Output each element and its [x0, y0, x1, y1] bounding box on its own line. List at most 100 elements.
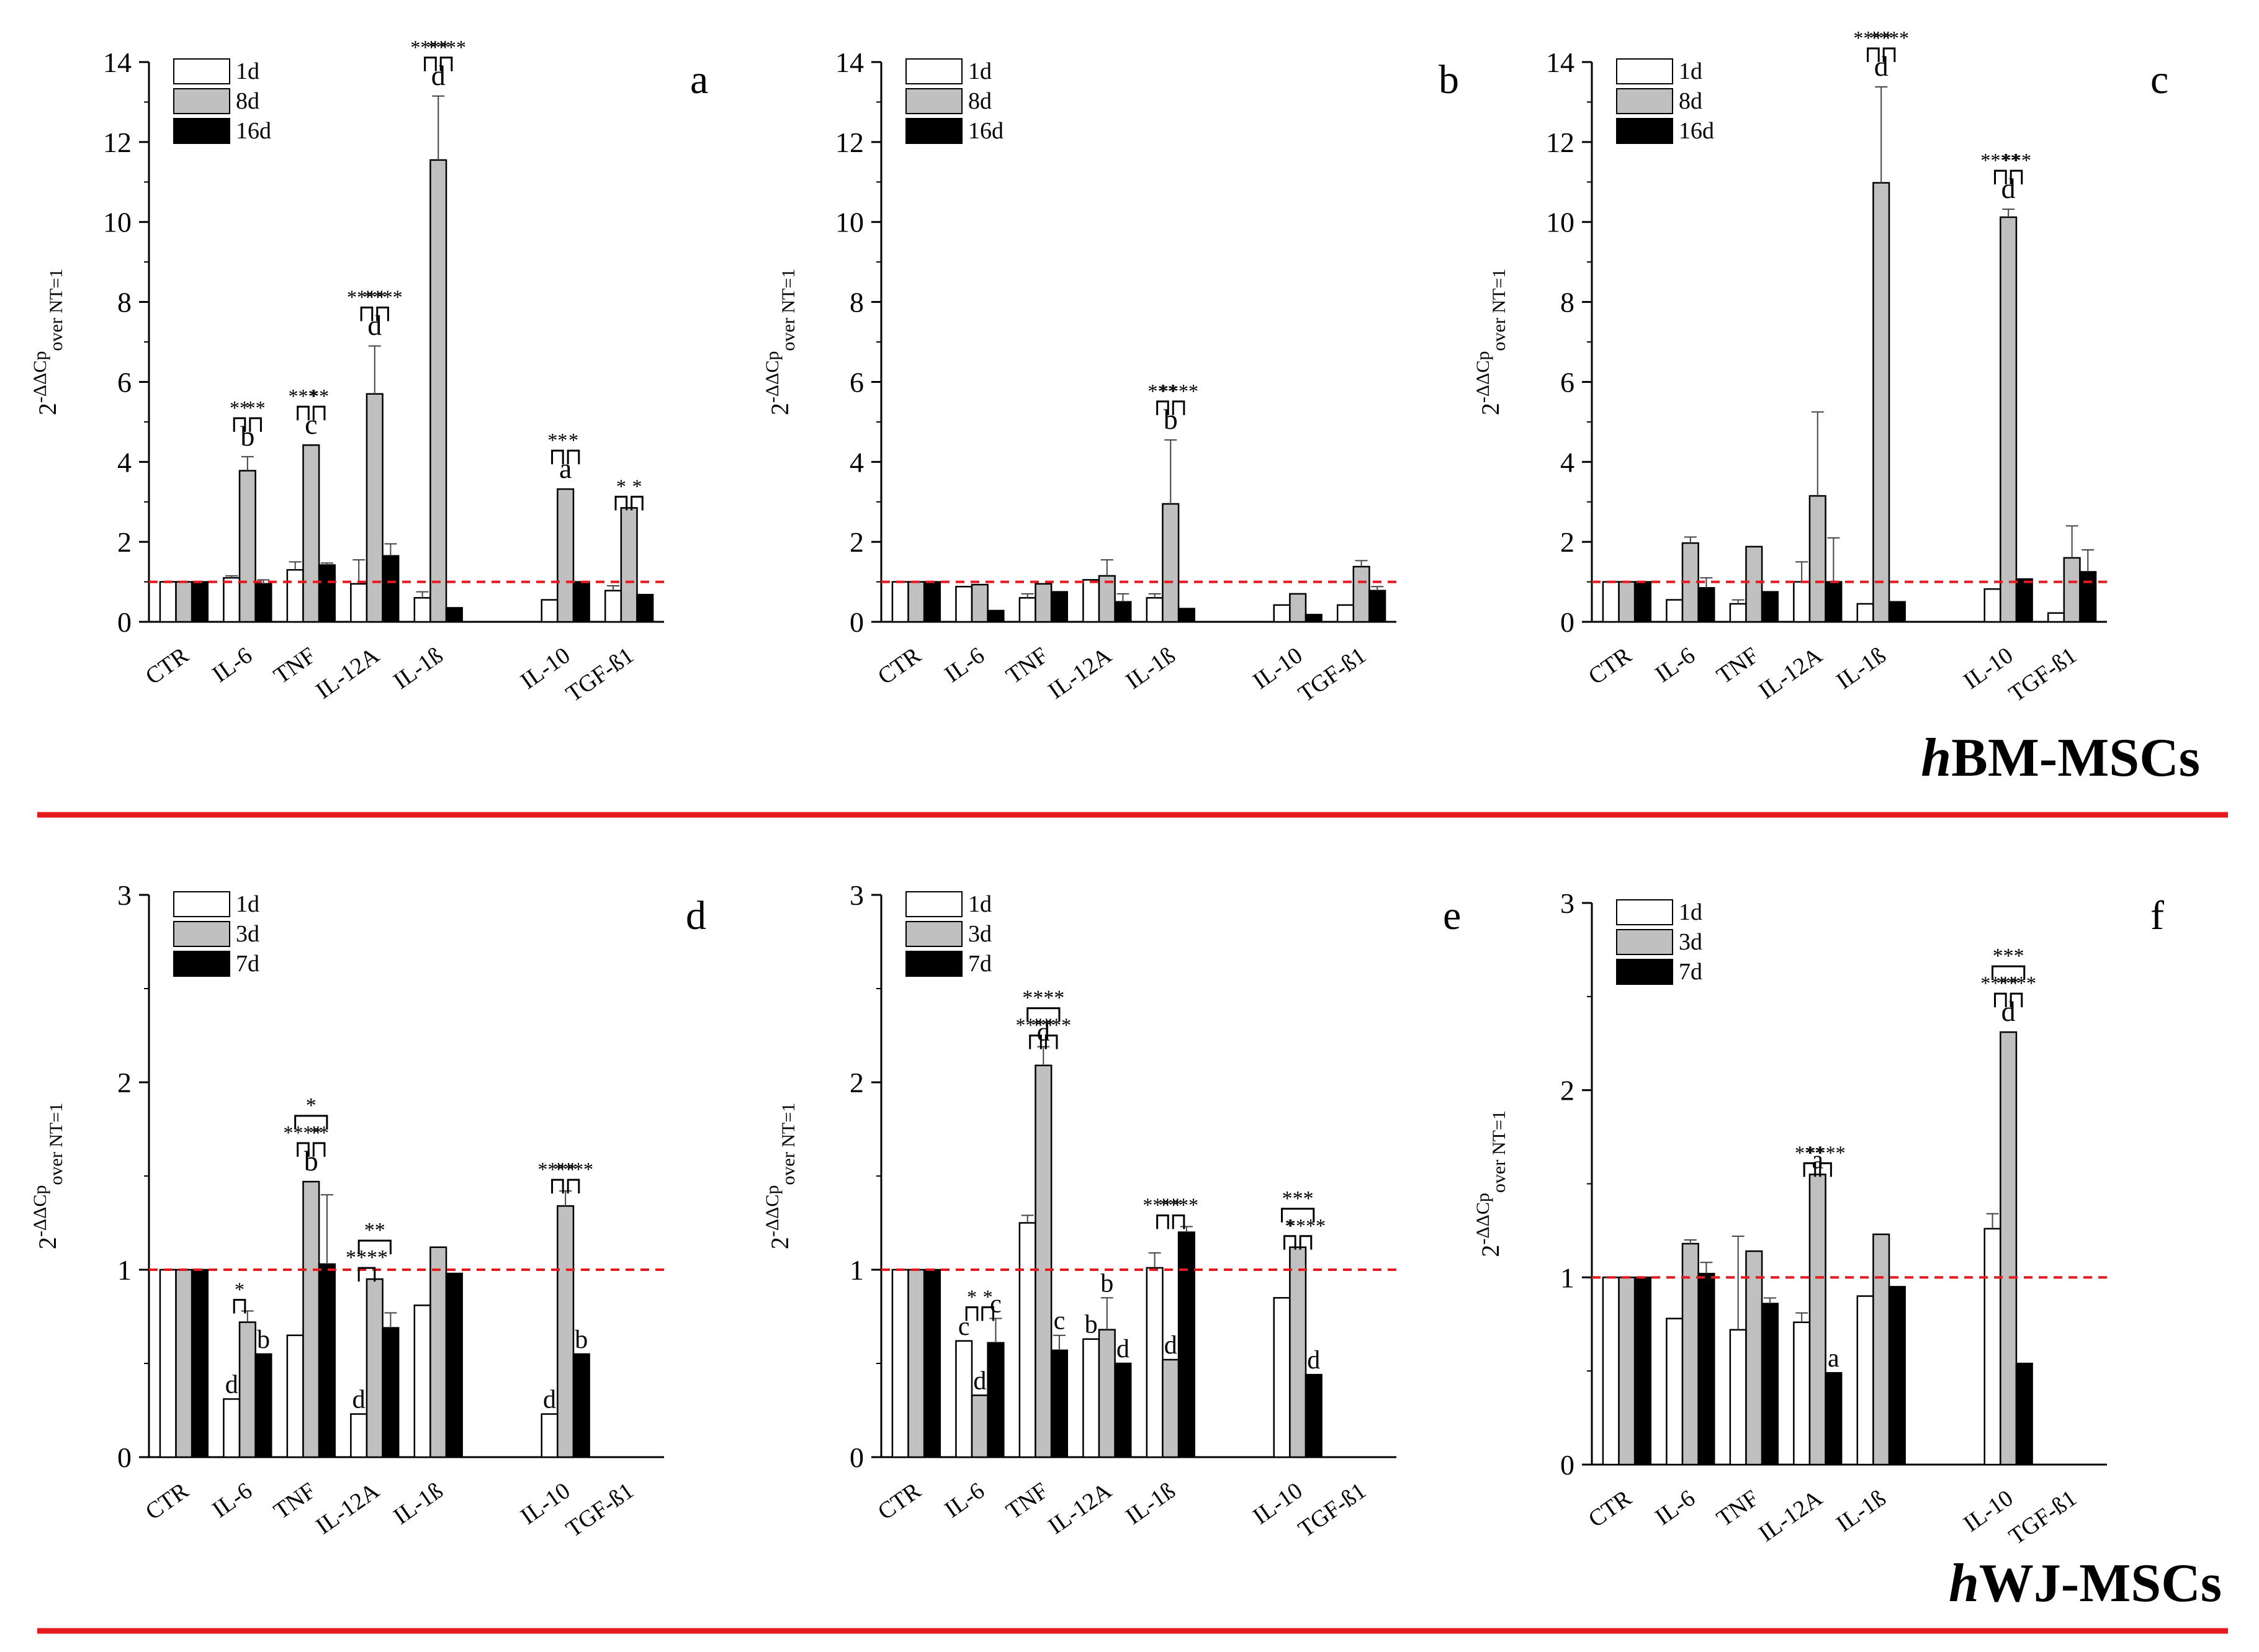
bar: [175, 1268, 193, 1458]
bar: [1146, 597, 1164, 623]
significance-stars: ****: [1806, 1141, 1846, 1164]
bar: [445, 607, 463, 623]
x-tick-label: IL-12A: [311, 642, 384, 704]
bar: [191, 581, 209, 623]
significance-letter: b: [257, 1326, 270, 1354]
bar: [1352, 565, 1370, 623]
bar: [366, 393, 384, 623]
bar: [1177, 1231, 1195, 1458]
legend-label: 1d: [236, 891, 259, 917]
y-tick-label: 3: [850, 879, 864, 911]
legend-label: 8d: [236, 88, 259, 114]
bar: [1162, 1358, 1180, 1458]
significance-bracket: [551, 449, 564, 465]
y-tick-label: 12: [103, 127, 132, 158]
significance-bracket: [1044, 1035, 1058, 1049]
y-axis-label: 2-ΔΔCpover NT=1: [30, 1103, 66, 1249]
bar: [1289, 593, 1307, 623]
significance-bracket: [1994, 169, 2007, 185]
significance-stars: **: [309, 385, 329, 407]
significance-bracket: [1882, 47, 1896, 62]
y-tick-label: 6: [117, 366, 132, 398]
x-tick-label: IL-12A: [1754, 642, 1827, 704]
significance-stars: ***: [1147, 380, 1177, 402]
bar: [254, 1353, 272, 1458]
bar: [1098, 575, 1116, 623]
bar: [604, 590, 622, 623]
bar: [1050, 591, 1068, 623]
bar: [907, 1268, 925, 1458]
significance-bracket-span: [1281, 1208, 1315, 1223]
bar: [238, 470, 256, 623]
y-tick-label: 3: [117, 879, 132, 911]
bar: [1098, 1329, 1116, 1458]
bar: [572, 1353, 590, 1458]
significance-letter: b: [304, 1145, 318, 1177]
significance-bracket-span: [294, 1115, 328, 1130]
bar: [1273, 604, 1291, 623]
bar: [955, 1340, 973, 1458]
y-tick-label: 10: [1546, 207, 1574, 238]
x-tick-label: CTR: [873, 1478, 926, 1525]
y-tick-label: 4: [1560, 446, 1574, 478]
significance-stars: *: [568, 429, 578, 451]
bar: [2063, 557, 2081, 623]
bar: [636, 593, 654, 623]
bar: [987, 1342, 1005, 1458]
significance-stars: *: [983, 1286, 993, 1308]
bar: [620, 507, 638, 623]
y-tick-label: 2: [850, 1067, 864, 1098]
x-tick-label: IL-12A: [1754, 1485, 1827, 1547]
x-tick-label: IL-6: [940, 642, 989, 688]
significance-stars: ****: [410, 36, 450, 58]
bar: [1602, 1277, 1620, 1466]
bar: [1666, 1318, 1684, 1466]
y-tick-label: 2: [117, 526, 132, 558]
significance-stars: *: [616, 475, 626, 497]
x-tick-label: IL-6: [940, 1478, 989, 1523]
significance-stars: ****: [1286, 1214, 1326, 1237]
y-tick-label: 2: [117, 1067, 132, 1098]
significance-letter: d: [2001, 173, 2016, 204]
legend-label: 1d: [1679, 899, 1702, 925]
significance-bracket: [2010, 992, 2023, 1008]
significance-stars: ****: [1031, 1014, 1071, 1036]
bar: [1633, 581, 1652, 623]
significance-letter: c: [958, 1313, 970, 1341]
legend-label: 3d: [236, 921, 259, 947]
bar: [175, 581, 193, 623]
bar: [1888, 1286, 1906, 1466]
y-tick-label: 10: [835, 207, 864, 238]
bar: [1888, 601, 1906, 623]
group-label-bm: hBM-MSCs: [1921, 728, 2200, 788]
bar: [572, 581, 590, 623]
bar: [1050, 1349, 1068, 1458]
bar: [1305, 1373, 1323, 1458]
y-tick-label: 4: [850, 446, 864, 478]
significance-bracket: [2010, 169, 2023, 185]
bar: [2000, 1031, 2018, 1466]
y-tick-label: 0: [850, 1442, 864, 1473]
legend-label: 8d: [1679, 88, 1702, 114]
legend-label: 16d: [1679, 118, 1714, 144]
y-tick-label: 14: [103, 47, 132, 78]
significance-letter: d: [1164, 1331, 1177, 1360]
bar: [1146, 1267, 1164, 1458]
legend-swatch: [1616, 88, 1673, 114]
bar: [1114, 1362, 1132, 1458]
bar: [1035, 583, 1053, 623]
significance-bracket: [1156, 400, 1169, 415]
legend-label: 1d: [968, 891, 992, 917]
significance-bracket: [249, 417, 262, 432]
significance-bracket: [1029, 1035, 1042, 1049]
bar: [223, 1398, 241, 1458]
legend-swatch: [173, 951, 230, 977]
significance-bracket: [614, 495, 628, 511]
bar: [191, 1268, 209, 1458]
y-tick-label: 14: [835, 47, 864, 78]
bar: [1633, 1277, 1652, 1466]
significance-bracket: [1172, 1214, 1185, 1229]
significance-stars: ****: [1980, 972, 2020, 994]
